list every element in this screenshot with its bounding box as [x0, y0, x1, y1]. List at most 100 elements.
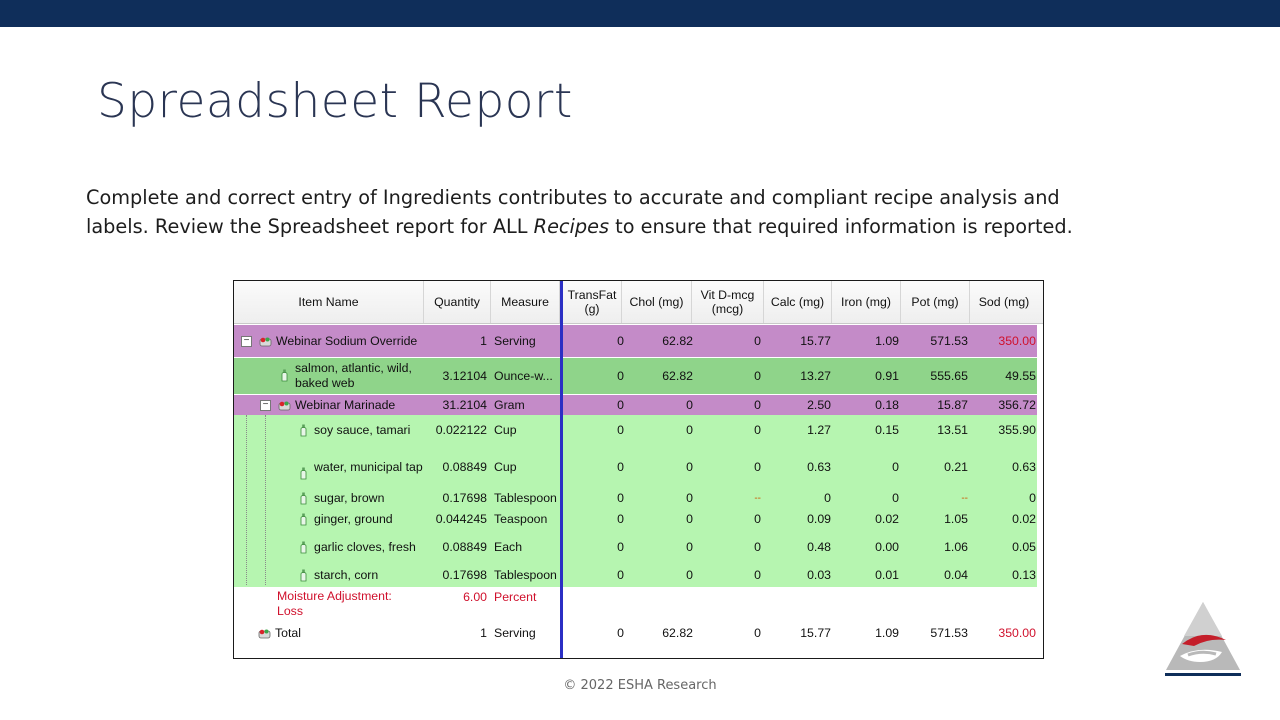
table-row-total[interactable]: Total 1 Serving 0 62.82 0 15.77 1.09 571… — [234, 622, 1043, 644]
iron: 0 — [892, 460, 899, 474]
calc: 15.77 — [800, 626, 831, 640]
measure: Ounce-w... — [494, 369, 553, 383]
body-line-2-emphasis: Recipes — [533, 214, 610, 238]
transfat: 0 — [617, 540, 624, 554]
tree-connector — [246, 415, 247, 585]
calc: 0.09 — [807, 512, 831, 526]
transfat: 0 — [617, 398, 624, 412]
col-vitd[interactable]: Vit D-mcg (mcg) — [692, 281, 764, 323]
body-line-2-end: to ensure that required information is r… — [609, 214, 1073, 238]
transfat: 0 — [617, 334, 624, 348]
vitd: 0 — [754, 460, 761, 474]
item-name: Moisture Adjustment: Loss — [277, 589, 392, 618]
calc: 2.50 — [807, 398, 831, 412]
table-row-moisture-adjustment[interactable]: Moisture Adjustment: Loss 6.00 Percent — [234, 587, 1043, 621]
calc: 15.77 — [800, 334, 831, 348]
top-banner — [0, 0, 1280, 27]
item-name: salmon, atlantic, wild, baked web — [295, 361, 412, 390]
ingredient-icon — [300, 467, 307, 480]
col-pot[interactable]: Pot (mg) — [901, 281, 970, 323]
chol: 0 — [686, 398, 693, 412]
transfat: 0 — [617, 423, 624, 437]
collapse-toggle[interactable]: − — [241, 336, 252, 347]
sod: 0 — [1029, 491, 1036, 505]
quantity: 0.022122 — [435, 423, 487, 437]
table-row-ingredient[interactable]: soy sauce, tamari 0.022122 Cup 0 0 0 1.2… — [234, 415, 1037, 445]
pot: 555.65 — [930, 369, 968, 383]
measure: Serving — [494, 626, 536, 640]
col-sod[interactable]: Sod (mg) — [978, 295, 1030, 309]
chol: 62.82 — [662, 334, 693, 348]
pot: 15.87 — [937, 398, 968, 412]
quantity: 1 — [480, 626, 487, 640]
vitd: 0 — [754, 512, 761, 526]
col-iron[interactable]: Iron (mg) — [832, 281, 901, 323]
table-row-ingredient[interactable]: water, municipal tap 0.08849 Cup 0 0 0 0… — [234, 447, 1037, 487]
chol: 0 — [686, 423, 693, 437]
calc: 0.48 — [807, 540, 831, 554]
slide-body-text: Complete and correct entry of Ingredient… — [86, 184, 1146, 241]
table-row-ingredient[interactable]: ginger, ground 0.044245 Teaspoon 0 0 0 0… — [234, 509, 1037, 529]
table-row-recipe[interactable]: − Webinar Sodium Override 1 Serving 0 62… — [234, 325, 1037, 357]
calc: 1.27 — [807, 423, 831, 437]
col-vitd-line2: (mcg) — [711, 302, 744, 316]
chol: 0 — [686, 512, 693, 526]
collapse-toggle[interactable]: − — [260, 400, 271, 411]
sod: 350.00 — [998, 334, 1036, 348]
table-row-recipe[interactable]: − Webinar Marinade 31.2104 Gram 0 0 0 2.… — [234, 395, 1037, 415]
chol: 0 — [686, 460, 693, 474]
item-name: Webinar Sodium Override — [276, 333, 418, 348]
quantity: 6.00 — [463, 590, 487, 604]
frozen-column-divider[interactable] — [560, 281, 563, 658]
spreadsheet-report: Item Name Quantity Measure TransFat (g) C… — [233, 280, 1044, 659]
sod: 0.13 — [1012, 568, 1036, 582]
item-name: starch, corn — [314, 567, 379, 582]
transfat: 0 — [617, 460, 624, 474]
table-row-ingredient[interactable]: sugar, brown 0.17698 Tablespoon 0 0 -- 0… — [234, 488, 1037, 508]
pot: 571.53 — [930, 626, 968, 640]
measure: Gram — [494, 398, 525, 412]
transfat: 0 — [617, 491, 624, 505]
measure: Percent — [494, 590, 537, 604]
chol: 0 — [686, 491, 693, 505]
pot: 1.06 — [944, 540, 968, 554]
quantity: 0.044245 — [435, 512, 487, 526]
iron: 0 — [892, 491, 899, 505]
calc: 0.63 — [807, 460, 831, 474]
item-name: garlic cloves, fresh — [314, 539, 416, 554]
iron: 0.91 — [875, 369, 899, 383]
ingredient-icon — [300, 424, 307, 437]
vitd: 0 — [754, 568, 761, 582]
table-row-ingredient[interactable]: salmon, atlantic, wild, baked web 3.1210… — [234, 358, 1037, 394]
iron: 0.02 — [875, 512, 899, 526]
col-measure[interactable]: Measure — [491, 281, 560, 323]
body-line-2-start: labels. Review the Spreadsheet report fo… — [86, 214, 534, 238]
col-transfat[interactable]: TransFat (g) — [563, 281, 622, 323]
esha-logo-icon — [1165, 602, 1241, 676]
copyright-footer: © 2022 ESHA Research — [563, 678, 717, 693]
col-item-name[interactable]: Item Name — [234, 281, 424, 323]
table-row-ingredient[interactable]: garlic cloves, fresh 0.08849 Each 0 0 0 … — [234, 531, 1037, 563]
measure: Tablespoon — [494, 568, 557, 582]
pot: 0.04 — [944, 568, 968, 582]
marinade-ingredients-group — [234, 415, 1037, 587]
ingredient-icon — [281, 369, 288, 382]
col-chol[interactable]: Chol (mg) — [622, 281, 692, 323]
slide-title: Spreadsheet Report — [97, 74, 573, 129]
quantity: 0.17698 — [442, 568, 487, 582]
table-row-ingredient[interactable]: starch, corn 0.17698 Tablespoon 0 0 0 0.… — [234, 563, 1037, 587]
ingredient-icon — [300, 492, 307, 505]
pot: 571.53 — [930, 334, 968, 348]
col-transfat-line1: TransFat — [567, 288, 617, 302]
recipe-icon — [258, 629, 271, 639]
col-vitd-line1: Vit D-mcg — [700, 288, 755, 302]
chol: 62.82 — [662, 369, 693, 383]
sod: 355.90 — [998, 423, 1036, 437]
transfat: 0 — [617, 626, 624, 640]
calc: 0.03 — [807, 568, 831, 582]
sod: 49.55 — [1005, 369, 1036, 383]
col-calc[interactable]: Calc (mg) — [764, 281, 832, 323]
pot: 0.21 — [944, 460, 968, 474]
iron: 0.00 — [875, 540, 899, 554]
col-quantity[interactable]: Quantity — [424, 281, 491, 323]
